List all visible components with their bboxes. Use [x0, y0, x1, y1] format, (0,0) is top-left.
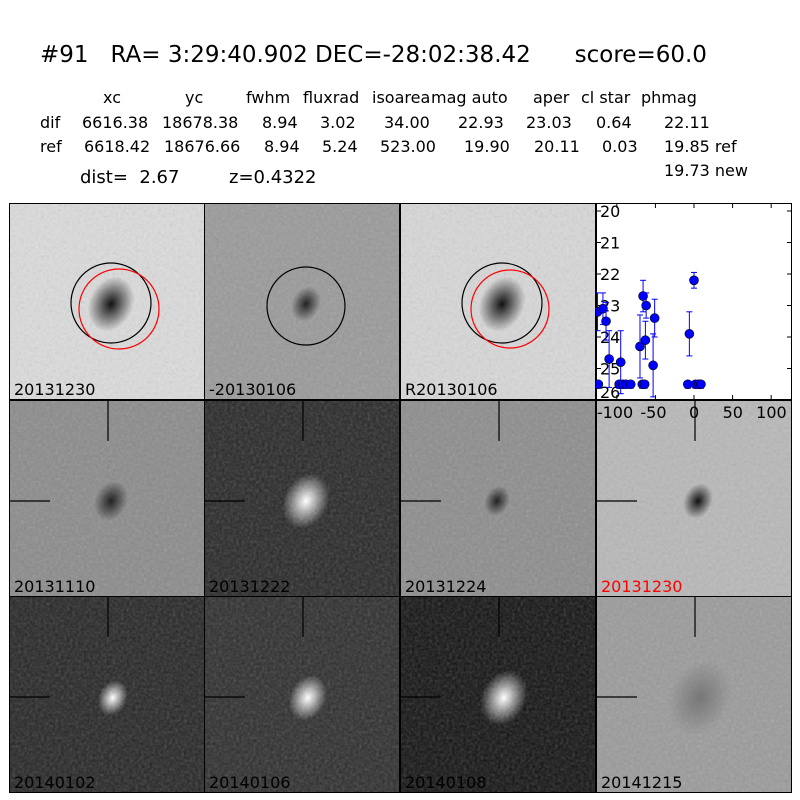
- stamp-date-label: 20131110: [14, 577, 96, 596]
- data-point: [604, 354, 614, 364]
- image-stamp[interactable]: R20130106: [400, 203, 596, 400]
- table-cell: 8.94: [264, 137, 300, 156]
- table-cell: 6618.42: [84, 137, 151, 156]
- data-point: [640, 335, 651, 345]
- table-cell: 8.94: [262, 113, 298, 132]
- row-label: ref: [40, 137, 62, 156]
- plot-frame: [596, 203, 792, 400]
- stamp-date-label: 20131230: [601, 577, 683, 596]
- stamp-date-label: 20131230: [14, 380, 96, 399]
- stamp-date-label: R20130106: [405, 380, 498, 399]
- data-point: [648, 360, 658, 371]
- image-stamp[interactable]: 20140106: [204, 596, 400, 793]
- image-stamp[interactable]: 20131230: [9, 203, 205, 400]
- column-header: fluxrad: [303, 88, 360, 107]
- data-point: [641, 300, 651, 311]
- y-tick-label: 22: [600, 265, 620, 284]
- table-cell: 34.00: [384, 113, 430, 132]
- image-stamp[interactable]: 20131224: [400, 400, 596, 597]
- column-header: phmag: [641, 88, 697, 107]
- table-cell: 5.24: [322, 137, 358, 156]
- column-header: isoarea: [372, 88, 431, 107]
- table-cell: 23.03: [526, 113, 572, 132]
- image-stamp[interactable]: 20131230: [596, 400, 792, 597]
- red-aperture-circle: [470, 269, 550, 349]
- data-point: [684, 329, 695, 339]
- redshift-value: z=0.4322: [229, 167, 317, 188]
- column-header: fwhm: [246, 88, 291, 107]
- table-cell: 18676.66: [164, 137, 241, 156]
- column-header: xc: [103, 88, 121, 107]
- table-cell: 20.11: [534, 137, 580, 156]
- stamp-date-label: 20131222: [209, 577, 291, 596]
- image-stamp[interactable]: 20140108: [400, 596, 596, 793]
- stamp-date-label: 20141215: [601, 773, 683, 792]
- x-tick-label: 0: [689, 403, 700, 422]
- column-header: yc: [185, 88, 204, 107]
- data-point: [638, 291, 648, 301]
- stamp-date-label: 20140102: [14, 773, 96, 792]
- stamp-date-label: 20140108: [405, 773, 487, 792]
- y-tick-label: 20: [600, 203, 620, 221]
- table-cell: 6616.38: [82, 113, 149, 132]
- phmag-new: 19.73 new: [664, 161, 748, 180]
- y-tick-label: 21: [600, 234, 620, 253]
- black-aperture-circle: [461, 262, 543, 344]
- stamp-date-label: -20130106: [209, 380, 297, 399]
- data-point: [689, 275, 699, 286]
- red-aperture-circle: [78, 268, 160, 350]
- data-point: [639, 379, 650, 390]
- row-label: dif: [40, 113, 61, 132]
- image-stamp[interactable]: 20131222: [204, 400, 400, 597]
- column-header: cl star: [581, 88, 631, 107]
- data-point: [601, 316, 611, 327]
- x-tick-label: -100: [596, 403, 634, 422]
- table-cell: 18678.38: [162, 113, 239, 132]
- x-tick-label: 100: [756, 403, 787, 422]
- y-tick-label: 24: [600, 328, 620, 347]
- table-cell: 0.03: [602, 137, 638, 156]
- column-header: aper: [533, 88, 570, 107]
- black-aperture-circle: [70, 262, 152, 344]
- x-tick-label: -50: [640, 403, 667, 422]
- table-cell: 19.85 ref: [664, 137, 737, 156]
- stamp-date-label: 20131224: [405, 577, 487, 596]
- black-aperture-circle: [266, 266, 346, 346]
- data-point: [625, 379, 636, 390]
- x-tick-label: 50: [722, 403, 743, 422]
- data-point: [649, 313, 660, 323]
- image-stamp[interactable]: -20130106: [204, 203, 400, 400]
- data-point: [596, 379, 604, 390]
- image-stamp[interactable]: 20140102: [9, 596, 205, 793]
- stamp-date-label: 20140106: [209, 773, 291, 792]
- data-point: [635, 341, 645, 352]
- table-cell: 22.93: [458, 113, 504, 132]
- image-stamp[interactable]: 20131110: [9, 400, 205, 597]
- page-title: #91 RA= 3:29:40.902 DEC=-28:02:38.42 sco…: [40, 42, 707, 68]
- data-point: [615, 357, 626, 367]
- data-point: [598, 303, 608, 314]
- table-cell: 0.64: [596, 113, 632, 132]
- table-cell: 523.00: [380, 137, 436, 156]
- column-header: mag auto: [431, 88, 508, 107]
- image-stamp[interactable]: 20141215: [596, 596, 792, 793]
- data-point: [696, 379, 706, 390]
- y-tick-label: 26: [600, 383, 620, 400]
- table-cell: 22.11: [664, 113, 710, 132]
- table-cell: 19.90: [464, 137, 510, 156]
- dist-value: dist= 2.67: [80, 167, 180, 188]
- y-tick-label: 25: [600, 360, 620, 379]
- table-cell: 3.02: [320, 113, 356, 132]
